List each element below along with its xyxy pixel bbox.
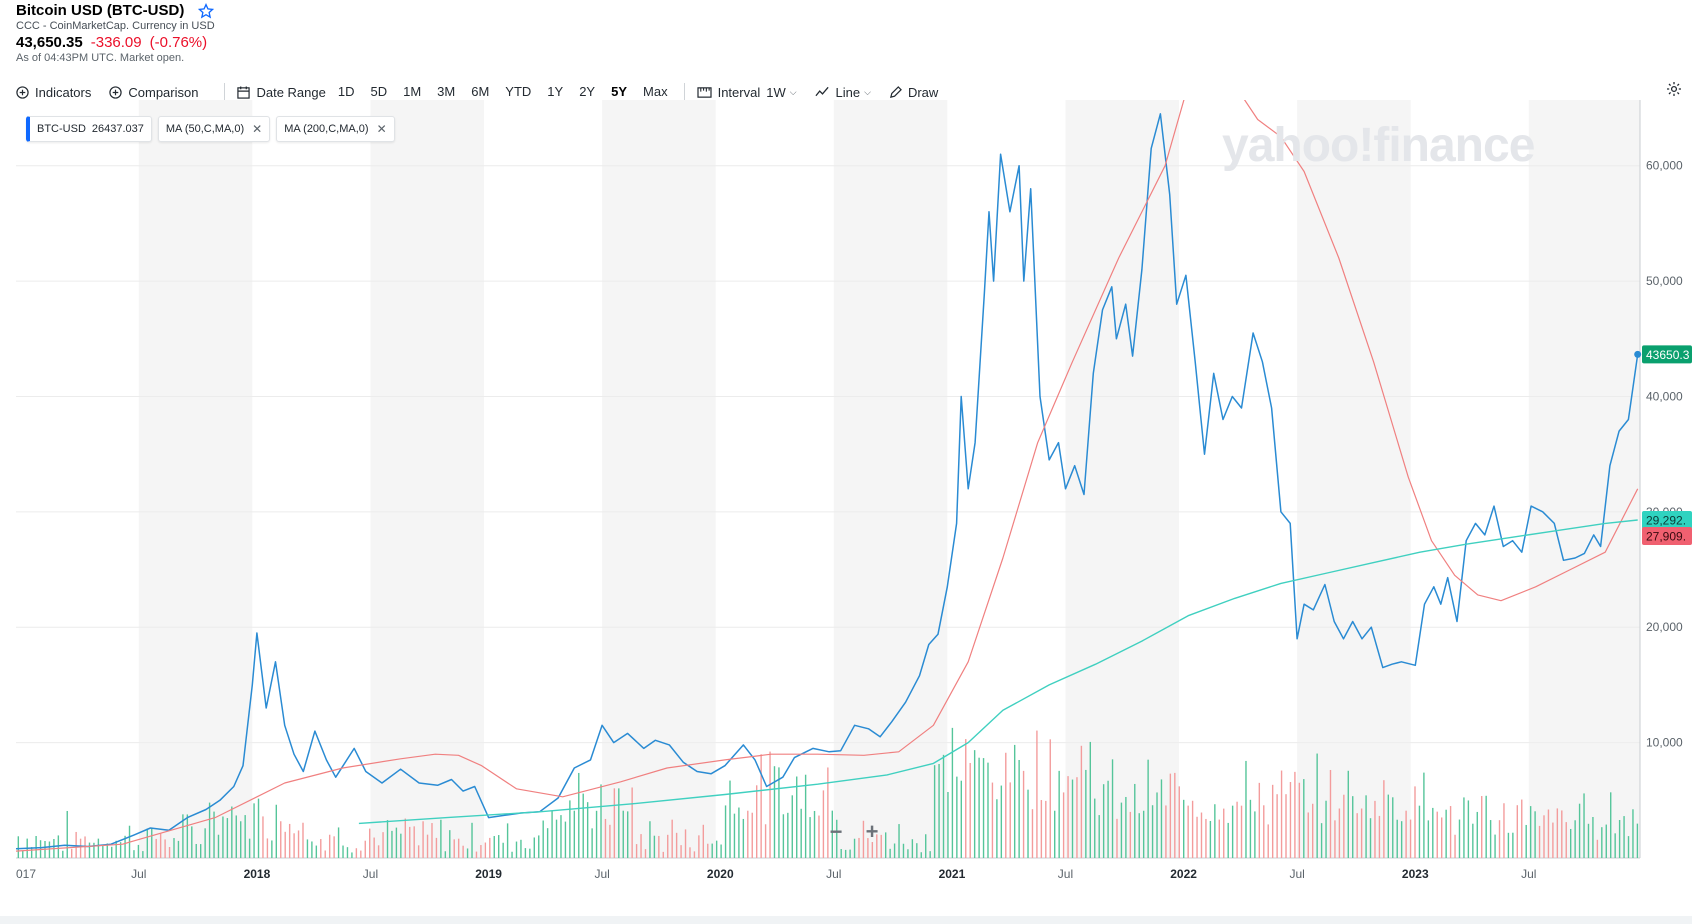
- ma200-series-line: [358, 519, 1638, 825]
- x-tick-label: Jul: [363, 867, 378, 881]
- background-band: [1528, 100, 1640, 858]
- ma200-value-tag: [1642, 511, 1692, 530]
- y-tick-label: 20,000: [1646, 620, 1683, 634]
- legend-chip-ma50[interactable]: MA (50,C,MA,0) ✕: [157, 116, 271, 142]
- price-change: -336.09: [90, 34, 142, 51]
- price-end-dot: [1634, 350, 1642, 358]
- star-icon[interactable]: [198, 2, 215, 19]
- x-tick-label: 2022: [1170, 867, 1197, 881]
- range-3m[interactable]: 3M: [437, 84, 456, 99]
- price-value-tag-label: 43650.3: [1646, 348, 1690, 362]
- plus-circle-icon: [16, 85, 29, 99]
- legend-chip-btc[interactable]: BTC-USD 26437.037: [26, 116, 152, 142]
- x-tick-label: 017: [16, 867, 36, 881]
- chart-toolbar: Indicators Comparison Date Range 1D 5D 1…: [16, 81, 1692, 106]
- x-tick-label: 2019: [475, 867, 502, 881]
- x-tick-label: Jul: [1289, 867, 1304, 881]
- exchange-info: CCC - CoinMarketCap. Currency in USD: [16, 20, 215, 32]
- chevron-down-icon: ⌵: [864, 86, 871, 97]
- legend-chip-ma200[interactable]: MA (200,C,MA,0) ✕: [276, 116, 395, 142]
- quote-header: Bitcoin USD (BTC-USD) CCC - CoinMarketCa…: [16, 2, 215, 64]
- legend-ma50-label: MA (50,C,MA,0): [165, 123, 245, 135]
- background-band: [1065, 100, 1179, 858]
- close-icon[interactable]: ✕: [252, 122, 263, 136]
- toolbar-divider: [224, 83, 226, 101]
- y-tick-label: 10,000: [1646, 736, 1683, 750]
- range-1d[interactable]: 1D: [337, 84, 355, 99]
- current-price: 43,650.35: [16, 34, 83, 51]
- chart-legend: BTC-USD 26437.037 MA (50,C,MA,0) ✕ MA (2…: [26, 116, 395, 142]
- x-tick-label: 2021: [939, 867, 966, 881]
- x-tick-label: 2023: [1402, 867, 1429, 881]
- indicators-label: Indicators: [35, 84, 92, 100]
- gear-icon[interactable]: [1666, 81, 1682, 97]
- plus-circle-icon: [109, 85, 123, 99]
- date-range-label: Date Range: [256, 84, 326, 100]
- x-tick-label: Jul: [594, 867, 609, 881]
- ruler-icon: [696, 86, 712, 98]
- y-tick-label: 60,000: [1646, 159, 1683, 173]
- x-tick-label: Jul: [826, 867, 841, 881]
- price-value-tag: [1642, 345, 1692, 364]
- draw-label: Draw: [907, 84, 939, 100]
- range-5d[interactable]: 5D: [370, 84, 388, 99]
- line-label: Line: [835, 84, 861, 100]
- ma50-series-line: [15, 100, 1639, 852]
- y-tick-label: 40,000: [1646, 389, 1683, 403]
- background-band: [138, 100, 253, 858]
- indicators-button[interactable]: Indicators: [16, 85, 91, 100]
- price-series-line: [15, 113, 1639, 850]
- background-band: [602, 100, 716, 858]
- x-tick-label: 2020: [707, 867, 734, 881]
- interval-button[interactable]: Interval 1W ⌵: [696, 84, 797, 100]
- range-1m[interactable]: 1M: [403, 84, 422, 99]
- background-band: [833, 100, 948, 858]
- line-type-button[interactable]: Line ⌵: [814, 84, 871, 100]
- legend-main-label: BTC-USD: [37, 123, 86, 135]
- legend-main-value: 26437.037: [91, 123, 144, 135]
- draw-button[interactable]: Draw: [889, 85, 938, 100]
- background-band: [370, 100, 484, 858]
- price-change-percent: (-0.76%): [149, 34, 208, 51]
- ma200-value-tag-label: 29,292.: [1646, 514, 1686, 528]
- y-tick-label: 50,000: [1646, 274, 1683, 288]
- interval-label: Interval: [717, 84, 761, 100]
- zoom-in-button[interactable]: +: [865, 819, 879, 844]
- range-2y[interactable]: 2Y: [579, 84, 596, 99]
- calendar-icon: [237, 85, 251, 99]
- pencil-icon: [889, 85, 902, 98]
- date-range-button[interactable]: Date Range: [237, 84, 326, 100]
- x-tick-label: Jul: [1521, 867, 1536, 881]
- ma50-value-tag: [1642, 526, 1692, 545]
- x-tick-label: Jul: [1058, 867, 1073, 881]
- x-tick-label: Jul: [131, 867, 146, 881]
- close-icon[interactable]: ✕: [376, 122, 387, 136]
- interval-value: 1W: [766, 84, 786, 100]
- ma50-value-tag-label: 27,909.: [1646, 529, 1686, 543]
- zoom-out-button[interactable]: −: [829, 819, 843, 844]
- comparison-button[interactable]: Comparison: [109, 85, 198, 100]
- as-of-timestamp: As of 04:43PM UTC. Market open.: [16, 52, 185, 64]
- chevron-down-icon: ⌵: [789, 86, 797, 97]
- yahoo-finance-watermark: yahoo!finance: [1222, 119, 1535, 172]
- range-max[interactable]: Max: [643, 84, 668, 99]
- legend-ma200-label: MA (200,C,MA,0): [284, 123, 369, 135]
- toolbar-divider: [683, 83, 685, 101]
- comparison-label: Comparison: [128, 84, 199, 100]
- background-band: [1297, 100, 1411, 858]
- price-chart[interactable]: 10,00020,00030,00040,00050,00060,000017J…: [0, 100, 1692, 916]
- range-1y[interactable]: 1Y: [547, 84, 564, 99]
- page-footer-strip: [0, 916, 1692, 924]
- range-6m[interactable]: 6M: [471, 84, 490, 99]
- x-tick-label: 2018: [244, 867, 271, 881]
- range-ytd[interactable]: YTD: [505, 84, 532, 99]
- zoom-controls: − +: [818, 818, 890, 846]
- page-title: Bitcoin USD (BTC-USD): [16, 2, 185, 19]
- line-chart-icon: [814, 86, 829, 97]
